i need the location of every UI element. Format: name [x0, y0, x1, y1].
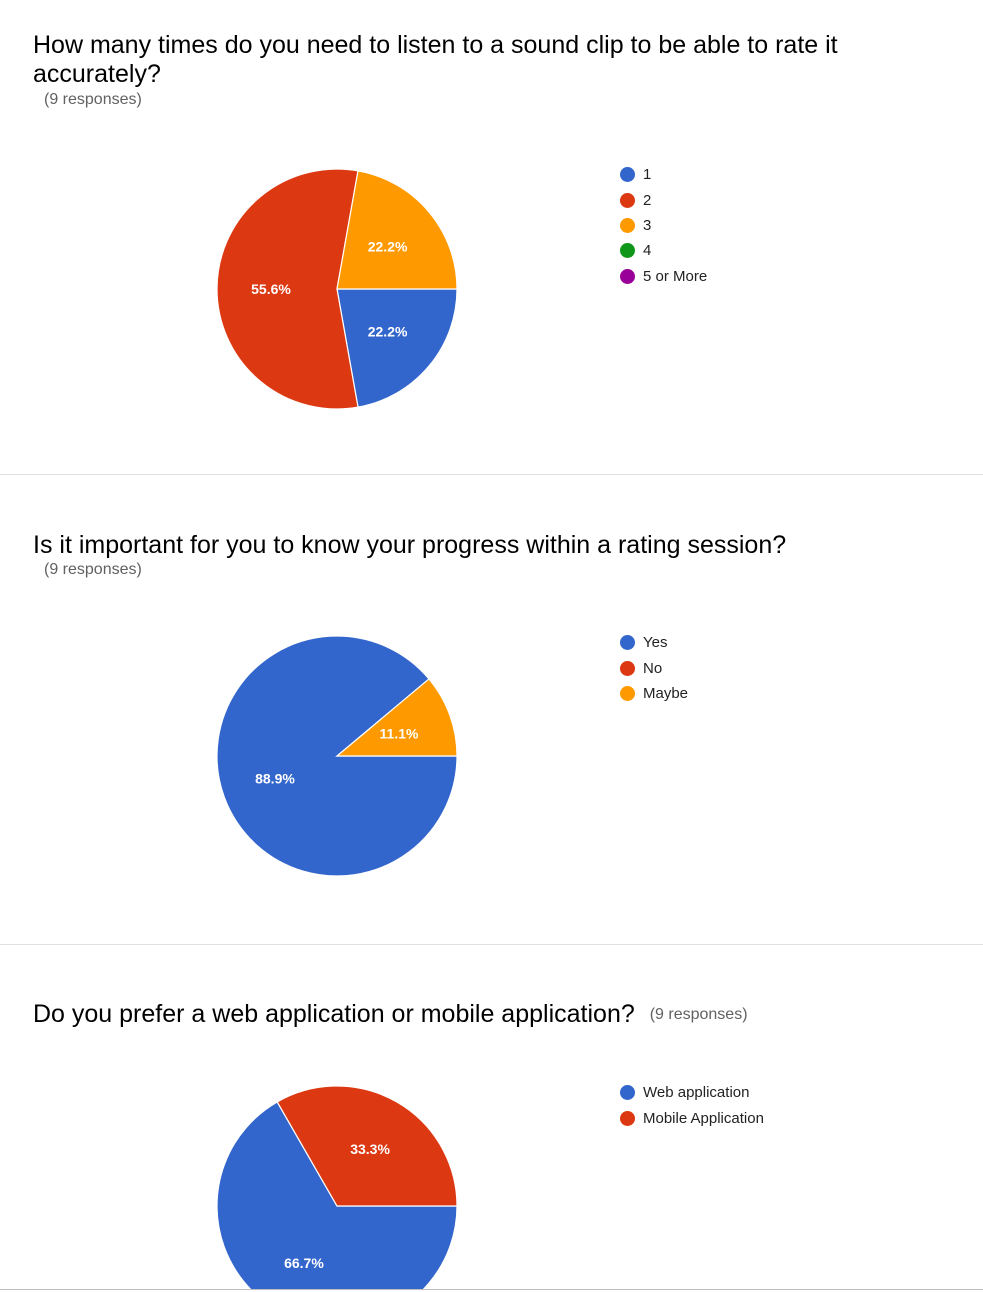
- pie-chart-1: 22.2% 55.6% 22.2%: [216, 168, 458, 410]
- legend-swatch: [620, 217, 635, 233]
- pie-slice-1: [336, 288, 458, 408]
- question-card-2: Is it important for you to know your pro…: [0, 475, 983, 943]
- question-title-3-text: Do you prefer a web application or mobil…: [33, 1000, 635, 1028]
- pie-slice-2: [216, 168, 359, 410]
- section-divider: [0, 944, 983, 945]
- legend-swatch: [620, 167, 635, 183]
- pie-slice-maybe: [335, 678, 458, 757]
- legend-item: 4: [620, 238, 707, 263]
- legend-1: 1 2 3 4 5 or More: [620, 162, 707, 289]
- question-title-3: Do you prefer a web application or mobil…: [33, 1000, 748, 1029]
- question-card-1: How many times do you need to listen to …: [0, 0, 983, 474]
- section-divider: [0, 474, 983, 475]
- pie-data-label: 66.7%: [284, 1255, 324, 1271]
- legend-swatch: [620, 660, 635, 676]
- legend-item: Mobile Application: [620, 1105, 764, 1130]
- legend-swatch: [620, 243, 635, 259]
- legend-item: 5 or More: [620, 264, 707, 289]
- question-title-1: How many times do you need to listen to …: [33, 31, 838, 88]
- legend-item: 1: [620, 162, 707, 187]
- pie-data-label: 22.2%: [368, 323, 408, 339]
- legend-swatch: [620, 635, 635, 651]
- legend-item: No: [620, 655, 688, 680]
- response-count-2: (9 responses): [44, 561, 142, 578]
- pie-slice-3: [336, 170, 458, 290]
- legend-label: 4: [643, 242, 652, 260]
- legend-swatch: [620, 1110, 635, 1126]
- response-count-1: (9 responses): [44, 91, 142, 108]
- legend-2: Yes No Maybe: [620, 630, 688, 706]
- legend-label: No: [643, 659, 663, 677]
- legend-label: 5 or More: [643, 267, 708, 285]
- legend-label: 2: [643, 191, 652, 209]
- pie-chart-2: 88.9% 11.1%: [216, 635, 458, 877]
- legend-item: 2: [620, 187, 707, 212]
- legend-label: Yes: [643, 634, 668, 652]
- pie-data-label: 22.2%: [368, 239, 408, 255]
- bottom-scroll-edge: [0, 1289, 983, 1290]
- pie-data-label: 55.6%: [251, 281, 291, 297]
- legend-item: Yes: [620, 630, 688, 655]
- legend-swatch: [620, 685, 635, 701]
- legend-item: 3: [620, 213, 707, 238]
- legend-swatch: [620, 192, 635, 208]
- pie-chart-3: 66.7% 33.3%: [216, 1085, 458, 1289]
- legend-item: Web application: [620, 1080, 764, 1105]
- pie-data-label: 11.1%: [380, 725, 419, 741]
- pie-data-label: 33.3%: [350, 1141, 390, 1157]
- legend-label: 3: [643, 216, 652, 234]
- legend-label: Mobile Application: [643, 1109, 764, 1127]
- legend-3: Web application Mobile Application: [620, 1080, 764, 1131]
- legend-swatch: [620, 268, 635, 284]
- pie-slice-mobile-application: [276, 1085, 458, 1207]
- pie-data-label: 88.9%: [255, 771, 295, 787]
- legend-item: Maybe: [620, 681, 688, 706]
- legend-swatch: [620, 1085, 635, 1101]
- legend-label: 1: [643, 166, 652, 184]
- legend-label: Maybe: [643, 684, 689, 702]
- question-title-2: Is it important for you to know your pro…: [33, 531, 787, 559]
- pie-slice-web-application: [216, 1101, 458, 1289]
- question-card-3: Do you prefer a web application or mobil…: [0, 945, 983, 1289]
- legend-label: Web application: [643, 1084, 750, 1102]
- response-count-3: (9 responses): [649, 1006, 748, 1023]
